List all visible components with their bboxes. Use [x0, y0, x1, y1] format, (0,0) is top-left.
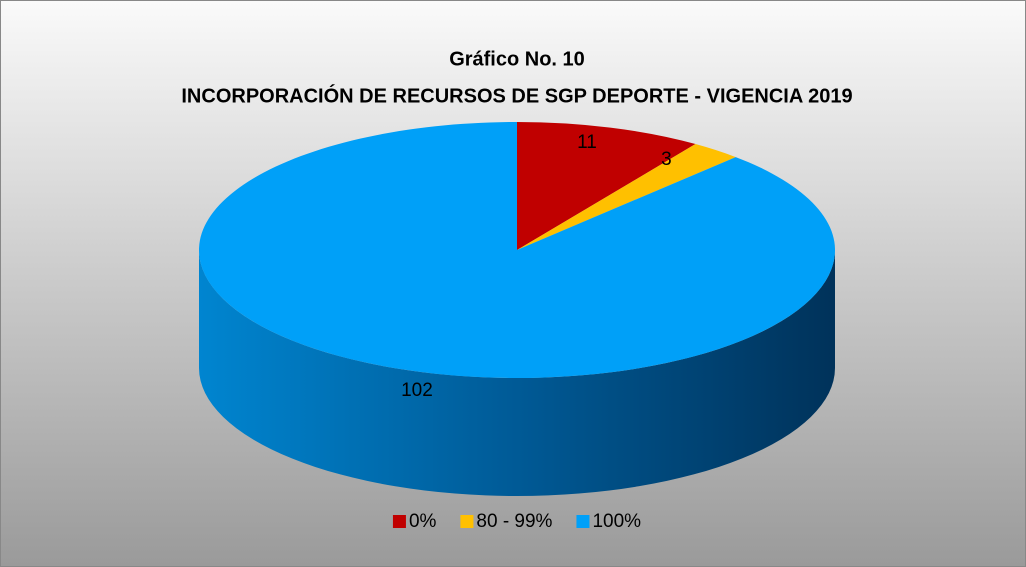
- data-label: 102: [401, 380, 433, 401]
- pie-slice: [517, 122, 696, 250]
- legend-item: 0%: [392, 511, 437, 532]
- chart-title: Gráfico No. 10: [449, 48, 585, 70]
- pie-slice: [517, 144, 736, 250]
- data-label: 3: [661, 149, 672, 170]
- pie-side: [199, 250, 835, 496]
- data-label: 11: [577, 132, 597, 153]
- pie-slice: [199, 122, 836, 378]
- legend-swatch: [392, 515, 406, 528]
- legend: 0% 80 - 99% 100%: [392, 511, 641, 532]
- legend-label: 0%: [409, 511, 437, 532]
- legend-swatch: [460, 515, 474, 528]
- legend-label: 80 - 99%: [476, 511, 552, 532]
- legend-item: 100%: [576, 511, 641, 532]
- legend-item: 80 - 99%: [460, 511, 553, 532]
- chart-subtitle: INCORPORACIÓN DE RECURSOS DE SGP DEPORTE…: [181, 83, 852, 107]
- pie: 11 3 102: [199, 122, 836, 496]
- legend-swatch: [576, 515, 590, 528]
- legend-label: 100%: [592, 511, 641, 532]
